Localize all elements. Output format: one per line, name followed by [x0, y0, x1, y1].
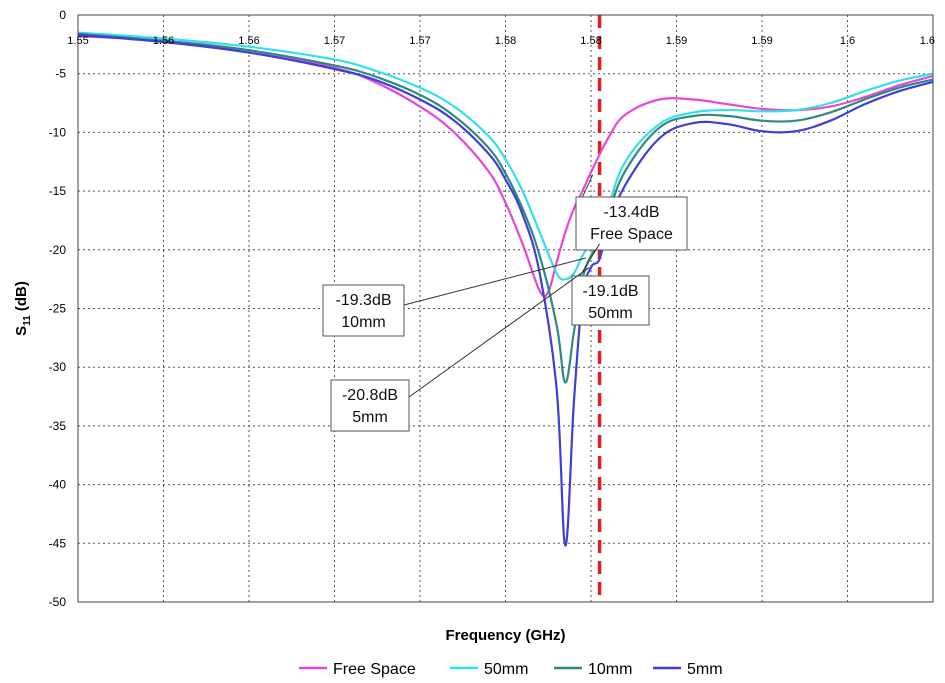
x-tick-labels: 1.55 1.56 1.56 1.57 1.57 1.58 1.58 1.59 1.59 1.6 1…: [67, 35, 935, 47]
x-tick-label: 1.59: [666, 35, 687, 47]
x-tick-label: 1.56: [153, 35, 174, 47]
y-axis-title-main: S: [13, 326, 30, 336]
y-tick-label: -10: [49, 125, 67, 139]
x-tick-label: 1.59: [751, 35, 772, 47]
annotation-box: [330, 379, 410, 432]
legend: Free Space 50mm 10mm 5mm: [299, 661, 723, 678]
annotations: -13.4dB Free Space -19.1dB 50mm -19.3dB 10mm -…: [322, 174, 688, 432]
legend-label-50mm: 50mm: [484, 661, 528, 678]
x-tick-label: 1.57: [324, 35, 345, 47]
y-tick-label: -45: [49, 536, 67, 550]
annotation-box: [575, 196, 688, 251]
annotation-leader: [403, 257, 586, 306]
y-tick-label: -20: [49, 243, 67, 257]
annotation-label: -19.1dB: [582, 283, 638, 300]
annotation-leader: [408, 267, 590, 398]
y-tick-label: -40: [49, 478, 67, 492]
legend-label-5mm: 5mm: [687, 661, 723, 678]
annotation-label: 5mm: [352, 409, 388, 426]
series-layer: [77, 31, 934, 547]
legend-label-free-space: Free Space: [333, 661, 416, 678]
series-line-50mm: [77, 31, 934, 281]
series-line-10mm: [77, 32, 934, 384]
grid: [78, 15, 933, 602]
y-axis-title: S11 (dB): [13, 281, 33, 336]
x-tick-label: 1.57: [409, 35, 430, 47]
y-axis-title-unit: (dB): [13, 281, 30, 315]
plot-area-frame: [77, 14, 934, 603]
annotation-label: -20.8dB: [342, 387, 398, 404]
annotation-label: 10mm: [341, 314, 385, 331]
y-tick-label: 0: [59, 8, 66, 22]
y-tick-labels: 0 -5 -10 -15 -20 -25 -30 -35 -40 -45 -50: [49, 8, 67, 609]
y-tick-label: -15: [49, 184, 67, 198]
x-tick-label: 1.58: [580, 35, 601, 47]
x-tick-label: 1.55: [67, 35, 88, 47]
x-tick-label: 1.6: [920, 35, 935, 47]
x-tick-label: 1.6: [840, 35, 855, 47]
y-tick-label: -25: [49, 302, 67, 316]
y-tick-label: -35: [49, 419, 67, 433]
y-tick-label: -30: [49, 360, 67, 374]
x-tick-label: 1.56: [238, 35, 259, 47]
annotation-box: [571, 275, 650, 326]
series-line-5mm: [77, 33, 934, 547]
annotation-label: 50mm: [588, 305, 632, 322]
annotation-label: -19.3dB: [335, 292, 391, 309]
y-axis-title-sub: 11: [22, 315, 33, 326]
x-axis-title: Frequency (GHz): [445, 627, 565, 644]
y-tick-label: -50: [49, 595, 67, 609]
annotation-label: -13.4dB: [603, 204, 659, 221]
x-tick-label: 1.58: [495, 35, 516, 47]
annotation-box: [322, 284, 405, 337]
y-tick-label: -5: [55, 67, 66, 81]
annotation-label: Free Space: [590, 226, 673, 243]
series-line-free-space: [77, 35, 934, 298]
legend-label-10mm: 10mm: [588, 661, 632, 678]
